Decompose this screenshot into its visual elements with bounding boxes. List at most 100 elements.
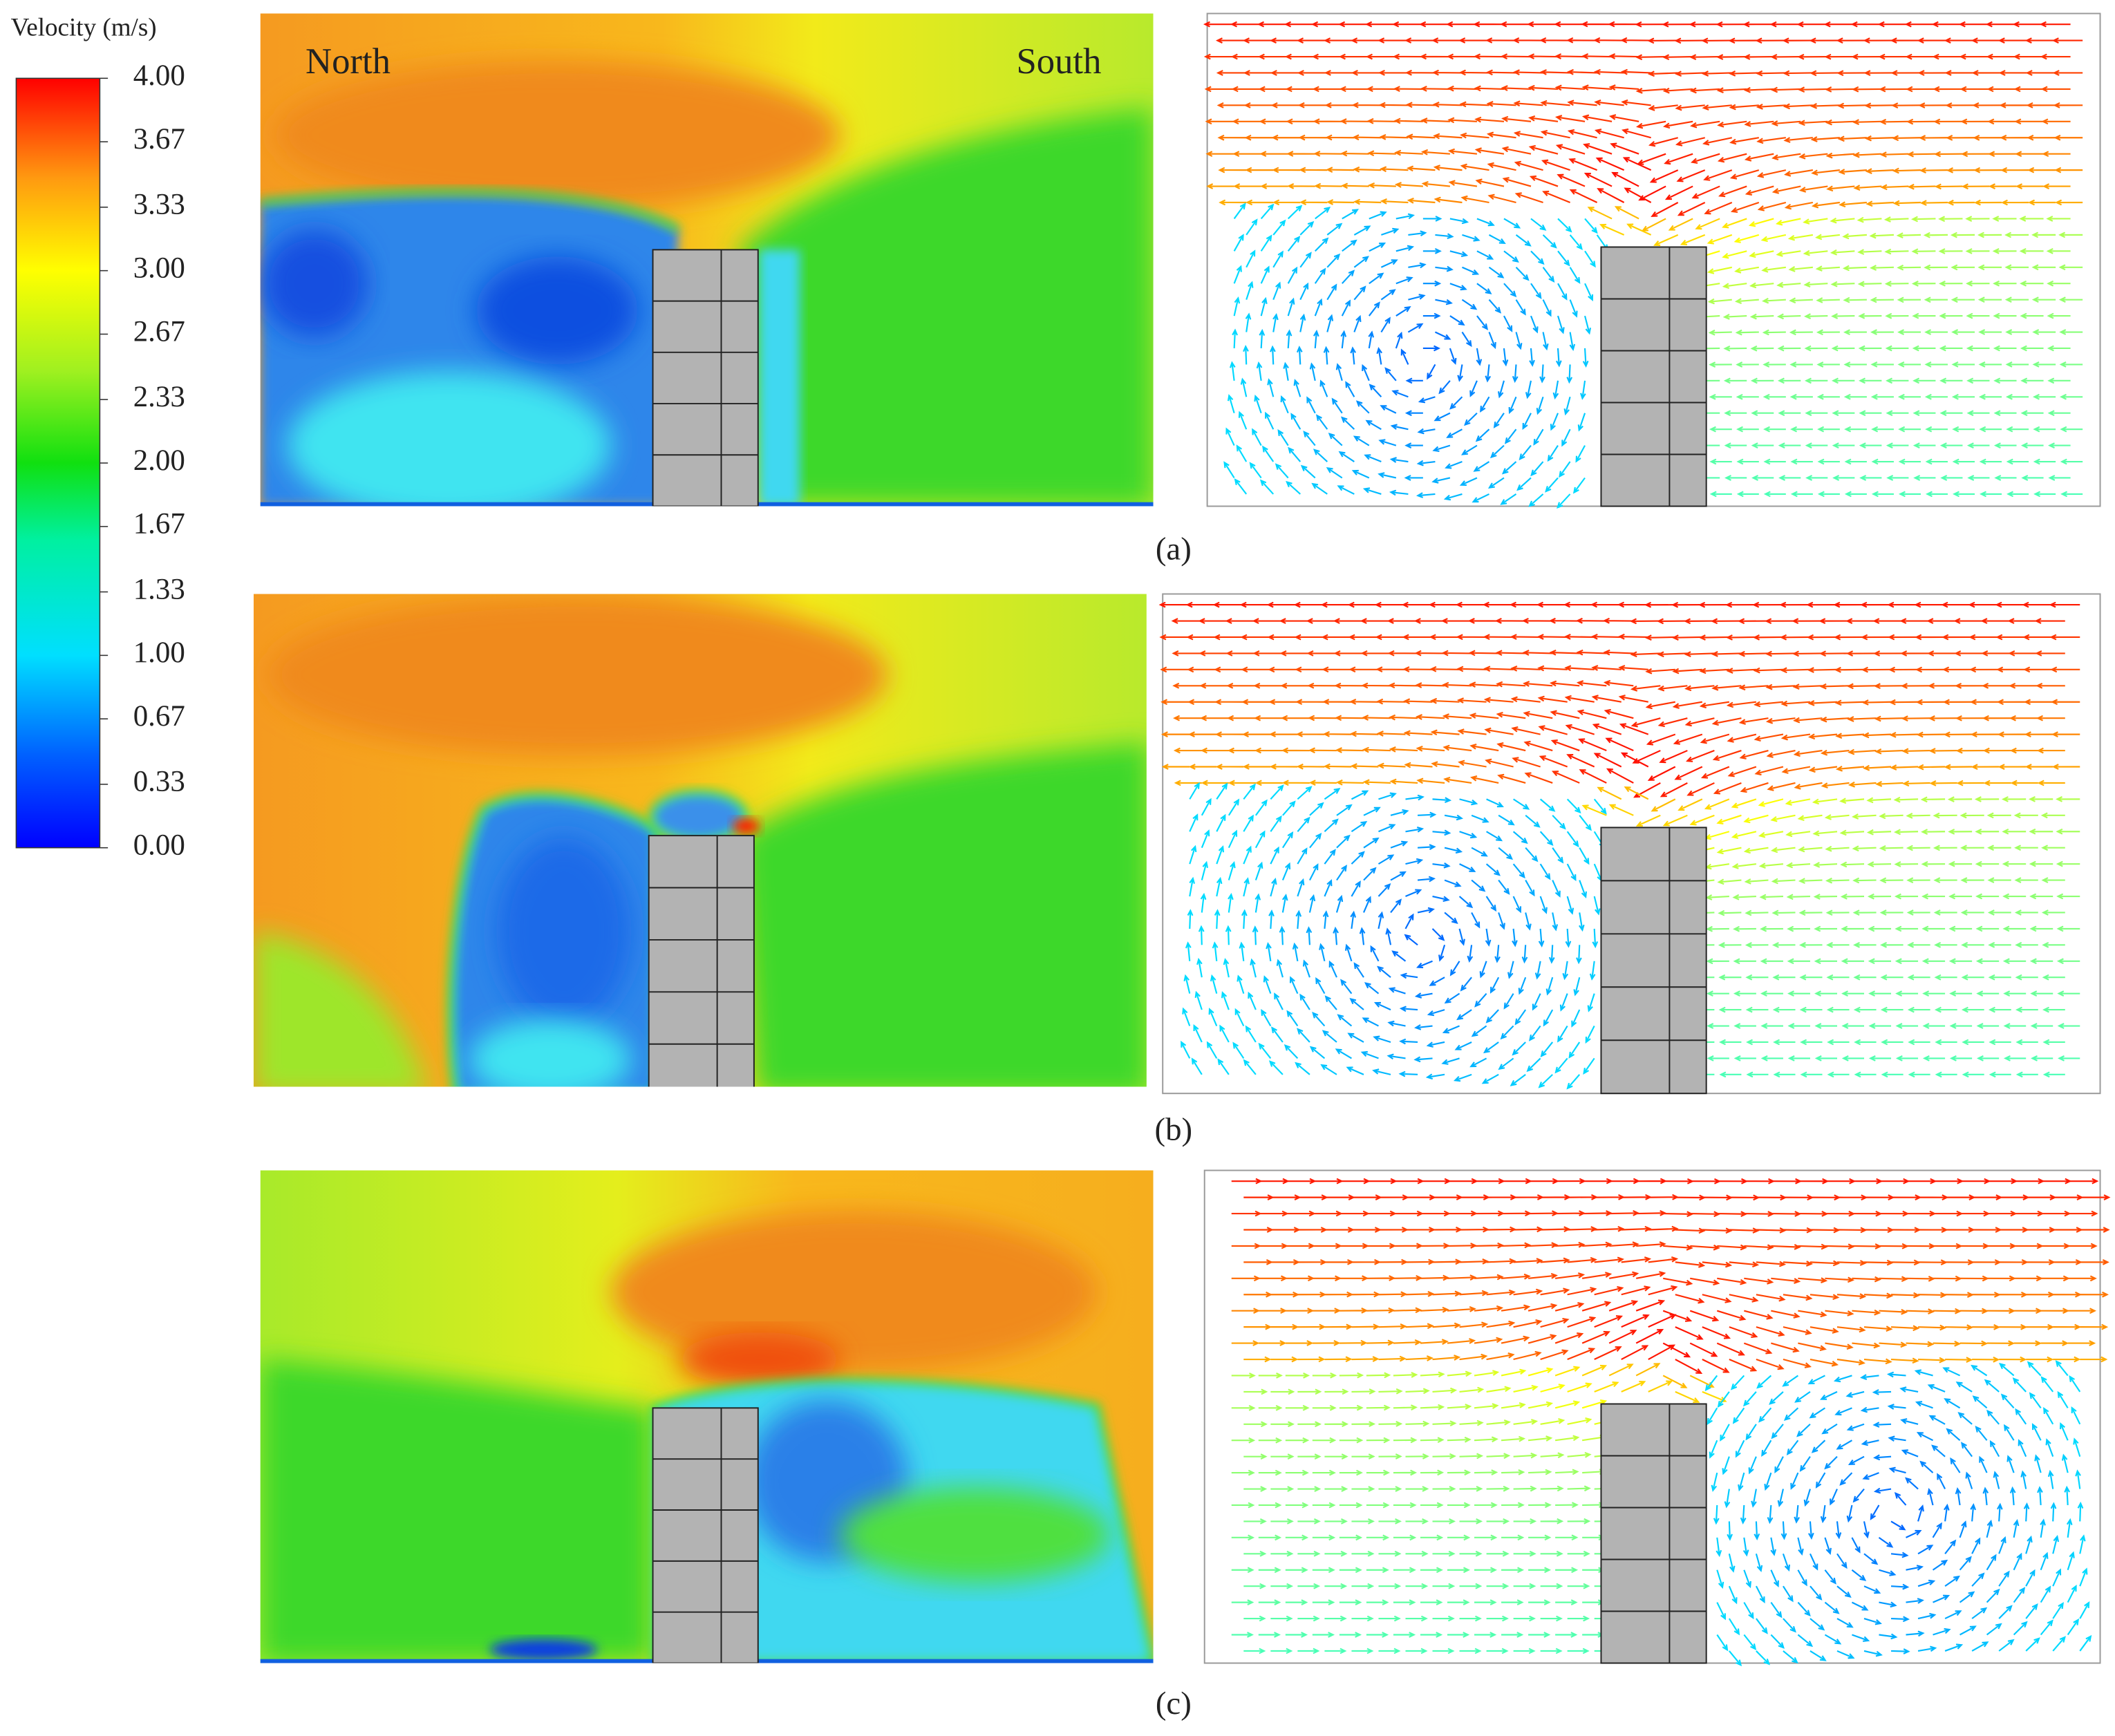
vector-arrow xyxy=(1309,802,1324,816)
vector-arrow xyxy=(1230,53,1261,60)
vector-arrow xyxy=(2032,329,2056,335)
vector-arrow xyxy=(1393,86,1423,92)
vector-arrow xyxy=(1778,410,1801,417)
vector-arrow xyxy=(1567,1316,1597,1328)
vector-arrow xyxy=(1718,909,1742,916)
vector-arrow xyxy=(1789,297,1813,304)
vector-arrow xyxy=(1618,665,1648,671)
vector-arrow xyxy=(1731,831,1757,839)
vector-arrow xyxy=(1758,798,1784,807)
vector-arrow xyxy=(1431,928,1445,941)
vector-arrow xyxy=(2015,974,2038,981)
vector-arrow xyxy=(1819,683,1850,690)
vector-arrow xyxy=(1362,1017,1379,1027)
vector-arrow xyxy=(1897,393,1921,400)
vector-arrow xyxy=(1399,1006,1418,1012)
vector-arrow xyxy=(1760,958,1783,965)
vector-arrow xyxy=(1770,1601,1783,1619)
vector-arrow xyxy=(1557,218,1572,233)
vector-arrow xyxy=(1689,21,1720,28)
vector-arrow xyxy=(1836,1293,1867,1300)
vector-arrow xyxy=(1413,1056,1433,1063)
vector-arrow xyxy=(1922,1055,1946,1062)
vector-arrow xyxy=(1657,685,1688,692)
vector-arrow xyxy=(1707,266,1732,274)
vector-arrow xyxy=(1447,1502,1471,1509)
vector-arrow xyxy=(1360,618,1391,624)
vector-arrow xyxy=(1995,601,2027,608)
vector-arrow xyxy=(1919,1460,1934,1473)
vector-arrow xyxy=(1834,1407,1852,1416)
vector-arrow xyxy=(1402,666,1433,672)
vector-arrow xyxy=(1259,118,1288,125)
vector-arrow xyxy=(1831,377,1855,384)
vector-arrow xyxy=(1432,1355,1461,1361)
vector-arrow xyxy=(1234,1008,1245,1027)
vector-arrow xyxy=(1821,1423,1838,1435)
vector-arrow xyxy=(1702,70,1732,77)
vector-arrow xyxy=(2035,650,2065,657)
vector-arrow xyxy=(1840,861,1865,868)
vector-arrow xyxy=(1160,731,1190,737)
vector-arrow xyxy=(1407,323,1424,333)
vector-arrow xyxy=(1245,167,1274,173)
vector-arrow xyxy=(1738,717,1769,725)
vector-arrow xyxy=(1636,120,1666,129)
vector-arrow xyxy=(1907,974,1930,981)
vector-arrow xyxy=(1459,831,1478,839)
vector-arrow xyxy=(1447,1567,1470,1574)
vector-arrow xyxy=(1814,1055,1837,1062)
vector-arrow xyxy=(1575,445,1586,463)
vector-arrow xyxy=(1902,780,1930,787)
vector-arrow xyxy=(1622,157,1652,171)
vector-arrow xyxy=(1362,746,1391,753)
vector-arrow xyxy=(1286,480,1301,495)
vector-arrow xyxy=(1581,1301,1612,1312)
vector-arrow xyxy=(1405,1486,1429,1492)
vector-arrow xyxy=(1319,379,1328,397)
vector-arrow xyxy=(1378,1486,1402,1492)
vector-arrow xyxy=(1996,1502,2003,1522)
vector-arrow xyxy=(1797,1601,1811,1617)
vector-arrow xyxy=(1373,1001,1391,1011)
vector-arrow xyxy=(1391,950,1407,962)
vector-arrow xyxy=(1285,1534,1309,1541)
vector-arrow xyxy=(1702,1326,1731,1339)
vector-arrow xyxy=(1243,102,1274,108)
vector-arrow xyxy=(2005,361,2029,368)
vector-arrow xyxy=(1938,248,1963,254)
vector-arrow xyxy=(1365,53,1396,60)
panel-label: (b) xyxy=(1155,1112,1193,1148)
vector-arrow xyxy=(1469,1057,1487,1068)
vector-arrow xyxy=(1736,491,1759,498)
vector-arrow xyxy=(2067,1340,2096,1346)
vector-arrow xyxy=(2071,1406,2081,1425)
vector-arrow xyxy=(1285,1469,1309,1476)
vector-arrow xyxy=(1702,1261,1733,1268)
vector-arrow xyxy=(1873,1487,1892,1494)
vector-arrow xyxy=(1339,1632,1362,1638)
vector-arrow xyxy=(1539,37,1570,44)
vector-arrow xyxy=(1686,782,1715,796)
vector-arrow xyxy=(1955,715,1984,721)
vector-arrow xyxy=(1897,361,1921,368)
vector-arrow xyxy=(2053,1323,2082,1330)
vector-arrow xyxy=(1408,230,1427,237)
vector-arrow xyxy=(2052,1568,2062,1587)
vector-arrow xyxy=(1473,461,1490,472)
vector-arrow xyxy=(1474,1599,1497,1605)
vector-arrow xyxy=(1375,634,1406,641)
vector-arrow xyxy=(1726,668,1756,674)
vector-arrow xyxy=(1915,666,1946,673)
vector-arrow xyxy=(1512,364,1519,384)
vector-arrow xyxy=(1862,732,1892,739)
vector-arrow xyxy=(1835,765,1865,772)
vector-arrow xyxy=(1894,893,1919,900)
vector-arrow xyxy=(1488,299,1502,314)
vector-arrow xyxy=(1254,893,1261,913)
vector-arrow xyxy=(1381,227,1400,236)
vector-arrow xyxy=(1738,1472,1745,1492)
vector-arrow xyxy=(1568,1041,1581,1059)
vector-arrow xyxy=(1467,945,1474,963)
vector-arrow xyxy=(1858,312,1882,319)
